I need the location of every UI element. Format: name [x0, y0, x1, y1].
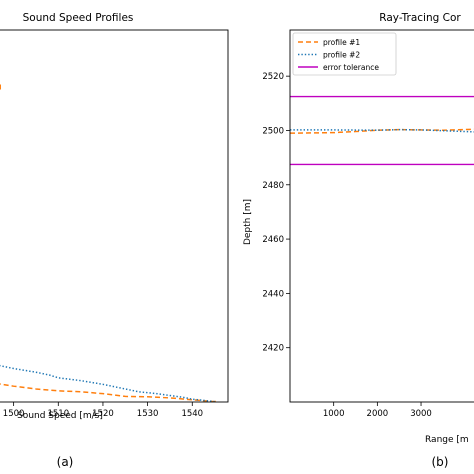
panel-a-x-tick-label: 1530 — [137, 409, 159, 419]
panel-b-frame — [289, 29, 474, 403]
panel-a-x-label: Sound Speed [m/s] — [17, 411, 103, 421]
panel-b-y-label: Depth [m] — [243, 199, 253, 245]
panel-a: Sound Speed Profiles 1500 1510 1520 1530 154… — [0, 12, 229, 469]
panel-a-x-tick-label: 1510 — [47, 409, 69, 419]
panel-a-series-profile-2-1 — [0, 364, 215, 402]
panel-b-y-tick-label: 2440 — [262, 289, 284, 299]
panel-a-frame — [0, 29, 229, 403]
panel-b-x-axis: 1000 2000 3000 — [323, 402, 432, 419]
panel-b-y-tick-label: 2460 — [262, 235, 284, 245]
legend-label: profile #2 — [323, 51, 360, 60]
panel-b-x-tick-label: 2000 — [367, 409, 389, 419]
panel-a-title: Sound Speed Profiles — [23, 12, 134, 24]
panel-b-caption: (b) — [432, 455, 449, 469]
panel-b-title: Ray-Tracing Cor — [379, 12, 461, 24]
panel-b-legend: profile #1 profile #2 error tolerance — [292, 32, 397, 76]
panel-b-y-tick-label: 2420 — [262, 344, 284, 354]
panel-b-y-tick-label: 2500 — [262, 126, 284, 136]
panel-b-x-tick-label: 1000 — [323, 409, 345, 419]
legend-label: profile #1 — [323, 38, 360, 47]
panel-a-caption: (a) — [57, 455, 74, 469]
legend-box — [292, 32, 397, 76]
panel-a-x-tick-label: 1520 — [92, 409, 114, 419]
panel-a-x-tick-label: 1540 — [181, 409, 203, 419]
panel-b-x-label: Range [m — [425, 435, 469, 445]
panel-b-x-tick-label: 3000 — [410, 409, 432, 419]
panel-b-y-axis: 2420 2440 2460 2480 2500 2520 — [262, 72, 290, 354]
panel-b-y-tick-label: 2520 — [262, 72, 284, 82]
panel-b-series-profile-1-0 — [290, 128, 474, 134]
panel-b-y-tick-label: 2480 — [262, 181, 284, 191]
panel-a-x-tick-label: 1500 — [3, 409, 25, 419]
panel-b-plot-area — [290, 95, 474, 166]
legend-label: error tolerance — [323, 63, 379, 72]
panel-a-x-axis: 1500 1510 1520 1530 1540 — [3, 402, 203, 419]
panel-a-series-profile-1-0 — [0, 383, 220, 402]
panel-a-plot-area — [0, 83, 220, 402]
panel-b: Ray-Tracing Cor 1000 2000 3000 2420 2440 246… — [243, 12, 474, 469]
